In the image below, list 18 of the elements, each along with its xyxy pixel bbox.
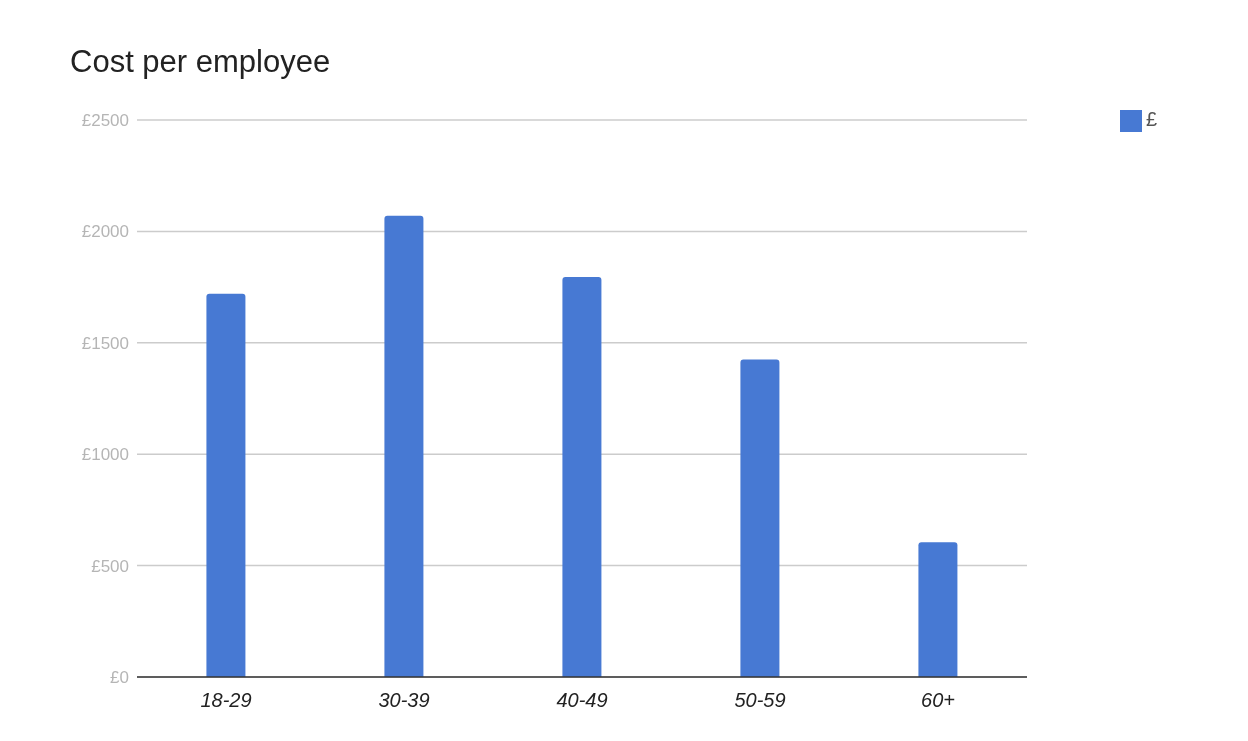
x-tick-label: 30-39 bbox=[378, 689, 430, 712]
y-tick-label: £1500 bbox=[81, 333, 129, 353]
y-tick-label: £1000 bbox=[81, 445, 129, 465]
x-tick-label: 40-49 bbox=[556, 689, 608, 712]
bar bbox=[384, 215, 424, 677]
y-tick-label: £2500 bbox=[81, 111, 129, 131]
chart-title: Cost per employee bbox=[70, 44, 331, 80]
y-tick-label: £0 bbox=[110, 668, 129, 688]
bar bbox=[206, 293, 246, 677]
x-tick-label: 50-59 bbox=[734, 689, 786, 712]
y-tick-label: £2000 bbox=[81, 222, 129, 242]
y-tick-label: £500 bbox=[91, 556, 129, 576]
bar bbox=[562, 277, 602, 677]
bar bbox=[740, 359, 780, 677]
x-tick-label: 18-29 bbox=[200, 689, 252, 712]
x-tick-label: 60+ bbox=[921, 689, 955, 712]
bar bbox=[918, 542, 958, 677]
legend-label: £ bbox=[1146, 108, 1158, 130]
